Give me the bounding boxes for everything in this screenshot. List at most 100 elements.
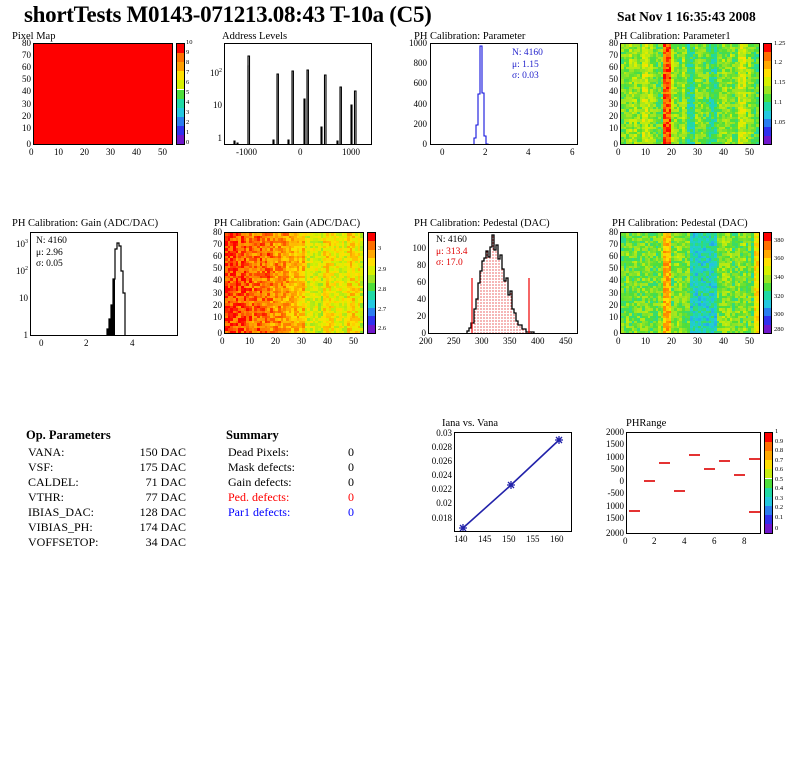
x-tick: 40 [719, 336, 728, 346]
y-tick: 102 [210, 68, 222, 78]
x-tick: 6 [712, 536, 717, 546]
plot-area [626, 432, 761, 534]
x-tick: 200 [419, 336, 433, 346]
x-tick: 140 [454, 534, 468, 544]
x-tick: 0 [298, 147, 303, 157]
op-param-label: VOFFSETOP: [28, 535, 99, 549]
stat-line: μ: 2.96 [36, 247, 63, 258]
y-tick: 40 [417, 294, 426, 304]
y-tick: 0 [613, 328, 619, 338]
y-tick: -500 [607, 488, 625, 498]
heatmap-cells [621, 233, 759, 333]
y-tick: 400 [413, 99, 428, 109]
colorbar-tick: 1.1 [774, 99, 783, 106]
summary-label: Par1 defects: [228, 505, 291, 519]
plot-area [33, 43, 173, 145]
plot-area [30, 232, 178, 336]
stat-line: σ: 0.05 [36, 259, 63, 269]
x-tick: 20 [667, 147, 676, 157]
y-tick: 70 [213, 239, 222, 249]
colorbar [367, 232, 376, 334]
colorbar [764, 432, 773, 534]
y-tick: 70 [609, 239, 618, 249]
y-tick: 10 [22, 123, 31, 133]
pedestal-histogram [466, 234, 535, 333]
op-param-label: IBIAS_DAC: [28, 505, 95, 519]
colorbar-tick: 1.2 [774, 59, 783, 66]
panel-title: Iana vs. Vana [442, 418, 499, 429]
colorbar-tick: 360 [774, 255, 784, 262]
y-tick: 0 [619, 476, 625, 486]
y-tick: 20 [417, 311, 426, 321]
summary-label: Gain defects: [228, 475, 292, 489]
panel-title: Address Levels [222, 31, 288, 42]
op-param-label: VANA: [28, 445, 65, 459]
x-tick: 250 [447, 336, 461, 346]
y-tick: 80 [609, 38, 618, 48]
y-tick: 20 [609, 300, 618, 310]
colorbar-tick: 0 [186, 139, 190, 146]
y-tick: 100 [412, 243, 427, 253]
x-tick: 2 [652, 536, 657, 546]
address-levels-plot [233, 55, 357, 144]
x-tick: 2 [84, 338, 89, 348]
panel-pedestal-map: PH Calibration: Pedestal (DAC) 80 70 60 … [598, 218, 796, 350]
y-tick: 0.02 [436, 498, 452, 508]
x-tick: 300 [475, 336, 489, 346]
summary-value: 0 [348, 475, 354, 489]
y-tick: 600 [413, 78, 428, 88]
panel-title: PH Calibration: Pedestal (DAC) [414, 218, 550, 229]
colorbar-tick: 0.4 [775, 485, 784, 492]
x-tick: 40 [323, 336, 332, 346]
x-tick: 40 [132, 147, 141, 157]
summary-value: 0 [348, 490, 354, 504]
y-tick: 20 [213, 300, 222, 310]
stats-box: N: 4160 μ: 2.96 σ: 0.05 [36, 236, 67, 271]
x-tick: 6 [570, 147, 575, 157]
y-tick: 30 [609, 99, 618, 109]
x-tick: 0 [616, 147, 621, 157]
plot-area [620, 232, 760, 334]
colorbar-tick: 0 [775, 525, 779, 532]
x-tick: 30 [297, 336, 306, 346]
y-tick: 0 [422, 139, 428, 149]
stat-line: μ: 1.15 [512, 59, 539, 70]
y-tick: 70 [22, 50, 31, 60]
x-tick: 0 [616, 336, 621, 346]
y-tick: 60 [609, 251, 618, 261]
op-parameters-block: Op. Parameters VANA: 150 DAC VSF: 175 DA… [26, 428, 216, 549]
x-tick: 50 [349, 336, 358, 346]
stats-box: N: 4160 μ: 313.4 σ: 17.0 [436, 235, 467, 270]
colorbar-tick: 0.5 [775, 476, 784, 483]
colorbar-tick: 300 [774, 311, 784, 318]
colorbar-tick: 1 [775, 428, 779, 435]
panel-title: PH Calibration: Parameter1 [614, 31, 731, 42]
y-tick: 1500 [606, 439, 624, 449]
colorbar-tick: 4 [186, 99, 190, 106]
colorbar-tick: 2.6 [378, 325, 387, 332]
y-tick: 1000 [606, 501, 624, 511]
y-tick: 0 [613, 139, 619, 149]
stat-line: N: 4160 [512, 48, 543, 58]
plot-area [454, 432, 572, 532]
op-param-label: VSF: [28, 460, 54, 474]
phrange-plot [629, 454, 760, 513]
y-tick: 2000 [606, 427, 624, 437]
colorbar-tick: 6 [186, 79, 190, 86]
heatmap-cells [225, 233, 363, 333]
colorbar-tick: 1.05 [774, 119, 786, 126]
y-tick: 30 [609, 288, 618, 298]
colorbar-tick: 2.9 [378, 266, 387, 273]
op-param-value: 175 DAC [139, 460, 186, 474]
x-tick: 2 [483, 147, 488, 157]
x-tick: 30 [106, 147, 115, 157]
y-tick: 40 [609, 275, 618, 285]
colorbar [176, 43, 185, 145]
x-tick: 8 [742, 536, 747, 546]
y-tick: 0.022 [431, 484, 452, 494]
op-param-value: 174 DAC [139, 520, 186, 534]
y-tick: 70 [609, 50, 618, 60]
colorbar-tick: 1.25 [774, 40, 786, 47]
y-tick: 60 [417, 277, 426, 287]
y-tick: 1 [217, 133, 223, 143]
